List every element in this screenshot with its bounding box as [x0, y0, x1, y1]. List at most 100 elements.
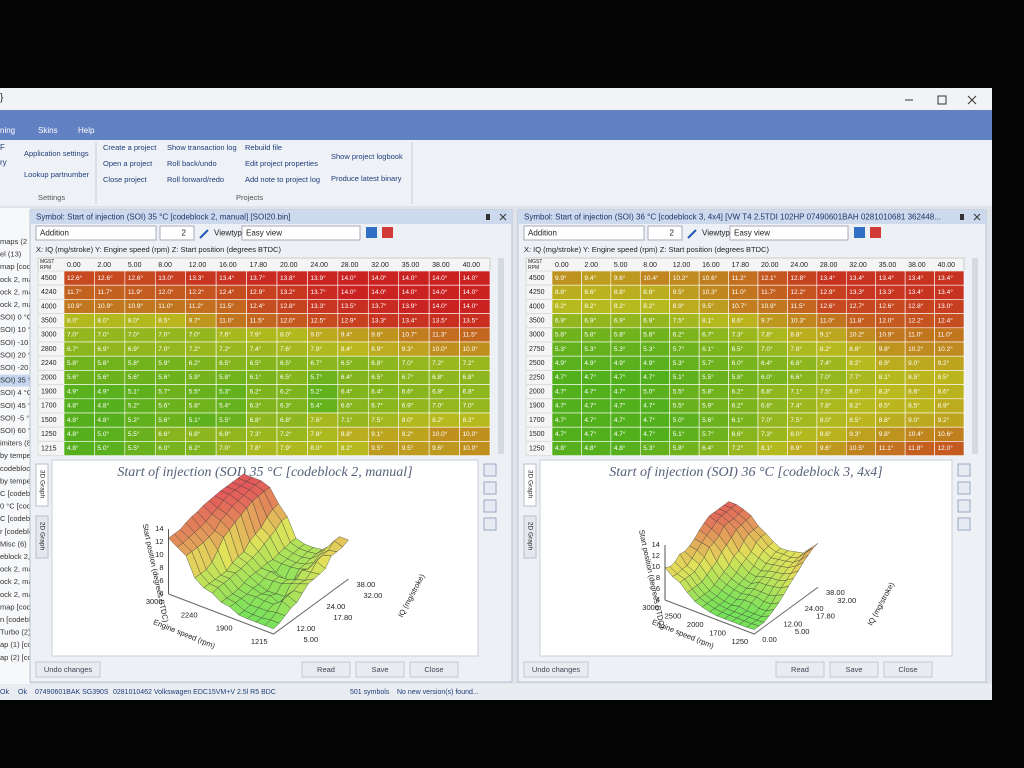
button[interactable] [409, 661, 459, 678]
chart-tool[interactable] [483, 517, 497, 531]
tree-item[interactable]: Turbo (2) [0, 628, 31, 637]
spin-box[interactable] [159, 225, 195, 241]
tree-item[interactable]: ock 2, ma [0, 577, 33, 586]
tree-item[interactable]: SOI) 60 °C [0, 426, 37, 435]
chart-tool[interactable] [957, 481, 971, 495]
ribbon-button[interactable]: Application settings [24, 149, 89, 158]
button[interactable] [301, 661, 351, 678]
button[interactable] [355, 661, 405, 678]
ribbon-button[interactable]: Roll back/undo [167, 159, 217, 168]
combo-box[interactable] [729, 225, 849, 241]
chart-tool[interactable] [957, 517, 971, 531]
tree-item[interactable]: SOI) -5 °C [0, 413, 35, 422]
tree-item[interactable]: n [codeblock [0, 615, 42, 624]
tree-item[interactable]: SOI) 35 °C [0, 376, 37, 385]
ribbon-button[interactable]: Close project [103, 175, 148, 184]
button[interactable] [775, 661, 825, 678]
tree-item[interactable]: ap (2) [codebl [0, 653, 46, 662]
ribbon-button[interactable]: Rebuild file [245, 143, 282, 152]
tree-item[interactable]: map [cod [0, 262, 31, 271]
chart-tool[interactable] [483, 463, 497, 477]
tree-item[interactable]: r [codeblock [0, 527, 41, 536]
tree-item[interactable]: C [codeblock [0, 489, 44, 498]
wand-icon[interactable] [687, 229, 697, 239]
cell[interactable] [459, 441, 491, 456]
ribbon-button[interactable]: Produce latest binary [331, 174, 402, 183]
column-header: 32.00 [849, 262, 867, 269]
chart-tool[interactable] [957, 499, 971, 513]
cell-value: 5.4° [310, 402, 322, 410]
ribbon-button[interactable]: Open a project [103, 159, 153, 168]
tree-item[interactable]: by temperatu [0, 476, 44, 485]
tree-item[interactable]: by temperat [0, 451, 41, 460]
ribbon-button[interactable]: Add note to project log [245, 175, 320, 184]
column-header: 32.00 [371, 262, 389, 269]
cell-value: 5.8° [219, 373, 231, 381]
tree-item[interactable]: el (13) [0, 250, 22, 259]
close-icon[interactable] [973, 213, 981, 221]
wand-icon[interactable] [199, 229, 209, 239]
chart-tool[interactable] [483, 481, 497, 495]
tree-item[interactable]: SOI) 45 °C [0, 401, 37, 410]
ribbon-button[interactable]: Create a project [103, 143, 157, 152]
save-icon[interactable] [854, 227, 865, 238]
pin-icon[interactable] [486, 214, 490, 220]
maximize-icon[interactable] [937, 95, 947, 105]
combo-box[interactable] [523, 225, 645, 241]
tree-item[interactable]: SOI) 20 °C [0, 350, 37, 359]
button[interactable] [883, 661, 933, 678]
tree-item[interactable]: SOI) 4 °C [0, 388, 33, 397]
tree-item[interactable]: ock 2, manual [0, 565, 47, 574]
tree-item[interactable]: ock 2, ma [0, 287, 33, 296]
tree-item[interactable]: ock 2, ma [0, 300, 33, 309]
tree-item[interactable]: codeblock 1 [0, 464, 40, 473]
cell-value: 8.4° [341, 345, 353, 353]
save-icon[interactable] [366, 227, 377, 238]
cell-value: 14.0° [463, 288, 479, 296]
tree-item[interactable]: ock 2, ma [0, 275, 33, 284]
ribbon-button[interactable]: Lookup partnumber [24, 170, 90, 179]
chart-tool[interactable] [957, 463, 971, 477]
tree-item[interactable]: imiters (8 [0, 439, 31, 448]
ribbon-button[interactable]: Edit project properties [245, 159, 318, 168]
combo-box[interactable] [241, 225, 361, 241]
cell[interactable] [934, 441, 965, 456]
tree-item[interactable]: SOI) -10 ° [0, 338, 33, 347]
tree-item[interactable]: SOI) -20 ° [0, 363, 33, 372]
ribbon-button[interactable]: Show project logbook [331, 152, 403, 161]
chart-tool[interactable] [483, 499, 497, 513]
pin-icon[interactable] [960, 214, 964, 220]
cell-value: 6.7° [402, 373, 414, 381]
ribbon-button[interactable]: Roll forward/redo [167, 175, 224, 184]
side-tab[interactable] [523, 515, 537, 559]
tree-item[interactable]: map [codebloc [0, 602, 49, 611]
close-icon[interactable] [499, 213, 507, 221]
side-tab[interactable] [35, 515, 49, 559]
button[interactable] [35, 661, 101, 678]
ribbon-button[interactable]: Show transaction log [167, 143, 237, 152]
combo-box[interactable] [35, 225, 157, 241]
ribbon-tab[interactable]: Skins [38, 126, 58, 135]
ribbon-tab[interactable]: ning [0, 126, 15, 135]
tree-item[interactable]: ock 2, ma [0, 590, 33, 599]
side-tab[interactable] [523, 463, 537, 507]
ribbon-tab[interactable]: Help [78, 126, 95, 135]
tree-item[interactable]: Misc (6) [0, 539, 27, 548]
export-icon[interactable] [870, 227, 881, 238]
tree-item[interactable]: eblock 2, mar [0, 552, 46, 561]
tree-item[interactable]: SOI) 0 °C [0, 313, 33, 322]
tree-item[interactable]: C [codeblock [0, 514, 44, 523]
tree-item[interactable]: SOI) 10 °C [0, 325, 37, 334]
cell-value: 4.8° [67, 402, 79, 410]
tree-item[interactable]: ap (1) [codebl [0, 640, 46, 649]
row-header: 4500 [529, 275, 545, 282]
button[interactable] [523, 661, 589, 678]
close-icon[interactable] [967, 95, 977, 105]
side-tab[interactable] [35, 463, 49, 507]
tree-item[interactable]: 0 °C [codeb [0, 502, 39, 511]
button[interactable] [829, 661, 879, 678]
spin-box[interactable] [647, 225, 683, 241]
row-header: 3000 [41, 332, 57, 339]
tree-item[interactable]: maps (2 [0, 237, 27, 246]
export-icon[interactable] [382, 227, 393, 238]
